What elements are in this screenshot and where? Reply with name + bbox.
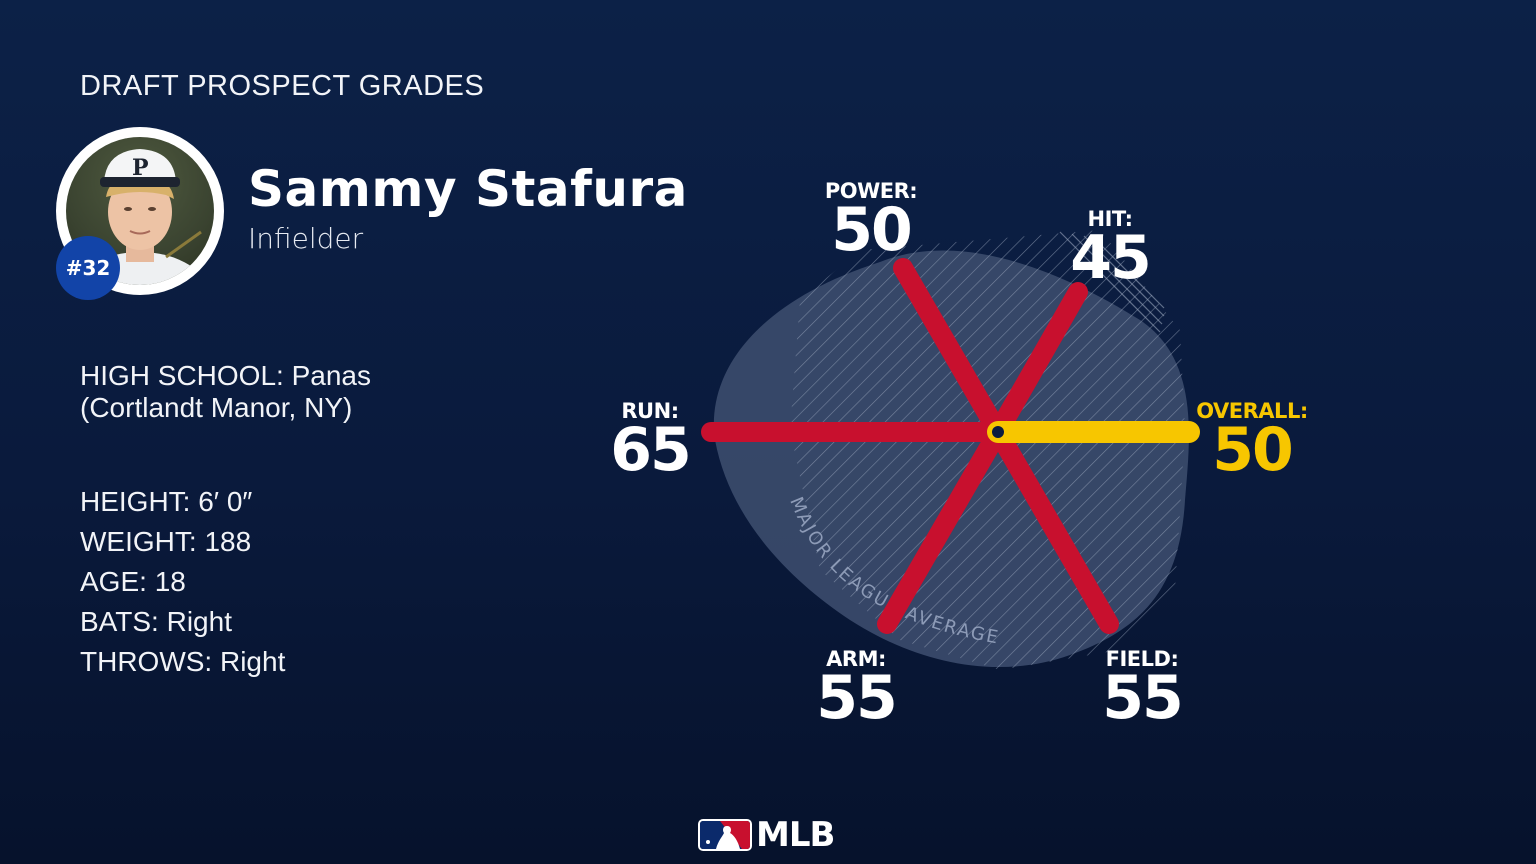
stat-height: HEIGHT: 6′ 0″ <box>80 486 253 517</box>
high-school-info: HIGH SCHOOL: Panas (Cortlandt Manor, NY) <box>80 360 371 424</box>
mlb-batter-icon <box>698 819 752 851</box>
spoke-field <box>988 422 1119 634</box>
spoke-arm <box>877 422 1008 634</box>
grade-power: POWER: 50 <box>824 179 918 265</box>
stat-bats: BATS: Right <box>80 606 232 637</box>
player-position: Infielder <box>248 222 364 255</box>
grade-run: RUN: 65 <box>610 399 692 485</box>
spoke-hit <box>988 282 1088 442</box>
page-title: DRAFT PROSPECT GRADES <box>80 70 485 102</box>
grade-arm: ARM: 55 <box>816 647 898 733</box>
player-stats: HEIGHT: 6′ 0″ WEIGHT: 188 AGE: 18 BATS: … <box>80 482 285 682</box>
jersey-number-badge: #32 <box>56 236 120 300</box>
grade-overall: OVERALL: 50 <box>1196 399 1308 485</box>
spoke-power <box>893 258 1008 442</box>
player-name: Sammy Stafura <box>248 160 688 218</box>
grade-spokes <box>701 258 1119 634</box>
high-school-location: (Cortlandt Manor, NY) <box>80 392 353 423</box>
stat-throws: THROWS: Right <box>80 646 286 677</box>
mlb-logo: MLB <box>698 815 835 855</box>
stat-age: AGE: 18 <box>80 566 186 597</box>
grade-hit: HIT: 45 <box>1070 207 1152 293</box>
high-school-name: HIGH SCHOOL: Panas <box>80 360 371 391</box>
mlb-wordmark: MLB <box>756 815 835 855</box>
svg-text:P: P <box>132 155 149 181</box>
stat-weight: WEIGHT: 188 <box>80 526 252 557</box>
grade-field: FIELD: 55 <box>1102 647 1184 733</box>
